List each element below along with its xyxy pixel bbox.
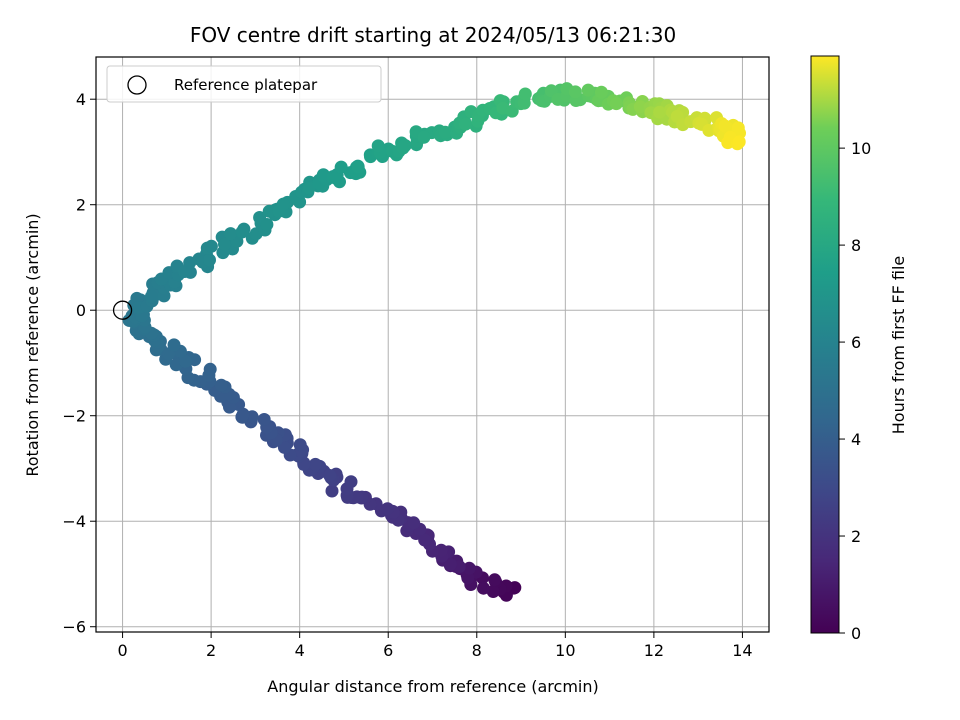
y-axis: −6 −4 −2 0 2 4 bbox=[62, 90, 96, 637]
x-tick-label: 8 bbox=[472, 641, 482, 660]
data-point bbox=[344, 475, 358, 489]
x-tick-label: 0 bbox=[117, 641, 127, 660]
data-point bbox=[214, 378, 228, 392]
data-point bbox=[461, 571, 475, 585]
data-point bbox=[488, 573, 502, 587]
data-point bbox=[235, 225, 249, 239]
x-tick-label: 14 bbox=[732, 641, 752, 660]
colorbar-gradient bbox=[810, 55, 840, 634]
data-point bbox=[462, 561, 476, 575]
data-point bbox=[444, 557, 457, 571]
colorbar-tick-label: 4 bbox=[851, 430, 861, 449]
data-point bbox=[308, 457, 322, 471]
data-point bbox=[293, 438, 307, 452]
reference-marker-group bbox=[112, 300, 133, 320]
colorbar-tick-label: 2 bbox=[851, 527, 861, 546]
x-axis-title: Angular distance from reference (arcmin) bbox=[267, 677, 598, 696]
data-point bbox=[702, 123, 716, 137]
data-point bbox=[732, 135, 746, 149]
data-point bbox=[257, 413, 271, 426]
colorbar-tick-label: 10 bbox=[851, 139, 871, 158]
data-point bbox=[721, 136, 735, 150]
data-point bbox=[351, 160, 365, 174]
x-tick-label: 10 bbox=[555, 641, 575, 660]
chart-title: FOV centre drift starting at 2024/05/13 … bbox=[190, 23, 676, 47]
y-tick-label: 4 bbox=[76, 90, 86, 109]
x-tick-label: 2 bbox=[206, 641, 216, 660]
y-tick-label: 0 bbox=[76, 301, 86, 320]
data-point bbox=[329, 171, 343, 185]
y-tick-label: −2 bbox=[62, 407, 86, 426]
data-point bbox=[334, 160, 348, 174]
y-tick-label: −6 bbox=[62, 618, 86, 637]
data-point bbox=[396, 141, 410, 155]
data-point bbox=[371, 139, 385, 153]
data-point bbox=[262, 204, 276, 218]
data-point bbox=[568, 85, 582, 99]
data-point bbox=[594, 85, 608, 99]
data-point bbox=[459, 117, 472, 131]
data-point bbox=[203, 253, 216, 267]
data-point bbox=[407, 516, 421, 530]
data-point bbox=[236, 407, 250, 421]
data-point bbox=[633, 100, 647, 114]
data-point bbox=[718, 119, 732, 133]
data-point bbox=[260, 218, 274, 231]
data-point bbox=[144, 290, 158, 304]
x-tick-label: 4 bbox=[295, 641, 305, 660]
colorbar-tick-label: 8 bbox=[851, 236, 861, 255]
data-points bbox=[122, 82, 746, 602]
y-axis-title: Rotation from reference (arcmin) bbox=[23, 213, 42, 476]
data-point bbox=[381, 502, 394, 516]
data-point bbox=[418, 533, 432, 547]
data-point bbox=[518, 87, 532, 101]
data-point bbox=[276, 197, 290, 211]
x-tick-label: 6 bbox=[383, 641, 393, 660]
x-axis: 0 2 4 6 8 10 12 14 bbox=[117, 632, 753, 660]
data-point bbox=[477, 581, 490, 595]
y-tick-label: −4 bbox=[62, 512, 86, 531]
colorbar: 0 2 4 6 8 10 Hours from first FF file bbox=[810, 55, 908, 643]
y-tick-label: 2 bbox=[76, 196, 86, 215]
reference-marker bbox=[112, 300, 133, 320]
x-tick-label: 12 bbox=[644, 641, 664, 660]
legend-box bbox=[106, 65, 382, 103]
colorbar-tick-label: 6 bbox=[851, 333, 861, 352]
data-point bbox=[609, 97, 623, 111]
colorbar-label: Hours from first FF file bbox=[889, 256, 908, 435]
data-point bbox=[438, 125, 452, 139]
data-point bbox=[653, 105, 667, 119]
data-point bbox=[323, 469, 337, 482]
data-point bbox=[325, 484, 339, 498]
data-point bbox=[218, 237, 231, 251]
data-point bbox=[581, 83, 595, 97]
data-point bbox=[302, 181, 316, 195]
data-point bbox=[204, 239, 218, 253]
data-point bbox=[203, 362, 217, 376]
data-point bbox=[179, 354, 192, 368]
data-point bbox=[224, 227, 238, 241]
plot-frame bbox=[95, 56, 770, 633]
data-point bbox=[417, 130, 431, 144]
colorbar-tick-label: 0 bbox=[851, 624, 861, 643]
legend: Reference platepar bbox=[106, 65, 382, 103]
legend-marker-icon bbox=[127, 75, 147, 95]
legend-entry-reference: Reference platepar bbox=[174, 76, 318, 94]
data-point bbox=[167, 338, 181, 352]
colorbar-ticks: 0 2 4 6 8 10 bbox=[839, 139, 871, 643]
